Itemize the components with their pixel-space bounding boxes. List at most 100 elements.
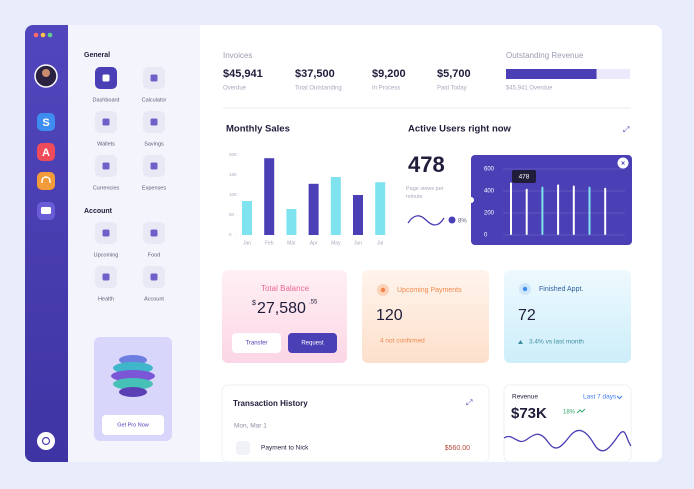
stat-label: Overdue [223,86,247,92]
row-label: Payment to Nick [261,445,309,452]
y-tick-label: 100 [229,192,237,197]
app-bar [25,25,68,462]
promo-sphere [111,355,155,397]
menu-label: Upcoming [94,252,119,258]
x-tick-label: May [331,240,341,246]
tooltip-label: 478 [519,174,530,181]
pointer [468,197,474,203]
bar [525,188,528,235]
app-icon[interactable] [37,143,55,161]
power-button[interactable] [37,432,55,450]
bar [510,182,512,235]
y-tick-label: 400 [484,189,495,195]
bar [541,186,544,235]
stat-label: In Process [372,86,400,92]
window-dot [47,32,53,38]
upcoming-card [362,270,489,363]
card-title: Transaction History [233,399,308,408]
sparkline [407,215,445,226]
y-tick-label: 200 [484,211,495,217]
card-value: 72 [518,307,536,324]
invoice-stats: $45,941 Overdue $37,500 Total Outstanding $9… [223,68,471,92]
y-tick-label: 150 [229,172,237,177]
chat-icon [41,207,51,214]
revenue-sparkline [503,429,632,452]
tooltip [512,170,536,183]
menu-glyph [150,229,158,237]
x-tick-label: Jun [354,240,362,246]
chart-title: Monthly Sales [226,124,290,135]
period-select[interactable]: Last 7 days [583,394,617,401]
menu-label: Savings [144,141,164,147]
row-amount: $560.00 [445,445,470,452]
bar [604,187,607,235]
card-title: Finished Appt. [539,286,583,293]
card-note: 4 not confirmed [380,338,425,345]
menu-glyph [102,273,110,281]
trend-icon [576,408,586,414]
app-icon[interactable] [37,172,55,190]
row-icon [236,441,250,455]
stat-value: $5,700 [437,68,471,80]
app-icon[interactable] [37,113,55,131]
chart-title: Active Users right now [408,124,512,135]
stat-label: Paid Today [437,86,467,92]
change-label: 8% [458,219,467,225]
menu-label: Food [148,252,161,258]
bar [353,195,363,235]
menu-label: Expenses [142,185,166,191]
card-value: 120 [376,307,403,324]
menu-glyph [150,74,158,82]
users-chart: 0 200 400 600 478 [468,167,625,239]
menu-label: Currencies [93,185,120,191]
app-letter: A [42,147,50,159]
stat-value: $37,500 [295,68,335,80]
y-tick-label: 600 [484,167,495,173]
bar [308,183,319,235]
balance-amount: 27,580 [257,300,306,317]
section-title: Outstanding Revenue [506,51,584,60]
bar [557,184,560,235]
button-label: Request [301,341,324,347]
big-number: 478 [408,152,445,177]
menu-items: Dashboard Calculator Wallets Savings Currenc… [93,67,167,302]
bar [242,201,252,235]
promo-button-label: Get Pro Now [117,422,149,428]
app-letter: S [42,117,49,129]
y-tick-label: 0 [229,232,232,237]
avatar-face [42,69,50,77]
bar [588,186,591,235]
date-label: Mon, Mar 1 [234,423,267,430]
menu-section: Account [84,208,113,215]
close-button[interactable] [617,157,629,169]
caption: Page views per minute [406,186,444,200]
currency: $ [252,300,256,307]
menu-label: Health [98,296,114,302]
promo-button[interactable] [102,415,164,435]
bar [330,177,341,235]
y-tick-label: 200 [229,152,237,157]
expand-icon[interactable]: ⤢ [465,398,472,407]
close-icon: × [621,160,625,167]
card-icon-dot [522,286,528,292]
menu-glyph [150,118,158,126]
progress-fill [506,69,597,79]
menu-glyph [102,229,110,237]
expand-icon[interactable]: ⤢ [622,125,629,134]
x-tick-label: Apr [310,240,318,246]
request-button[interactable] [288,333,337,353]
transfer-button[interactable] [232,333,281,353]
power-icon [41,436,51,446]
bar [264,158,275,235]
x-tick-label: Feb [265,240,274,246]
revenue-change: 18% [563,410,576,416]
stat-value: $45,941 [223,68,263,80]
window-dot [40,32,46,38]
menu-label: Account [144,296,164,302]
dropdown-arrow [616,395,623,400]
finished-card [504,270,631,363]
bar [286,209,297,235]
card-title: Revenue [512,394,538,401]
menu-section: General [84,52,110,59]
